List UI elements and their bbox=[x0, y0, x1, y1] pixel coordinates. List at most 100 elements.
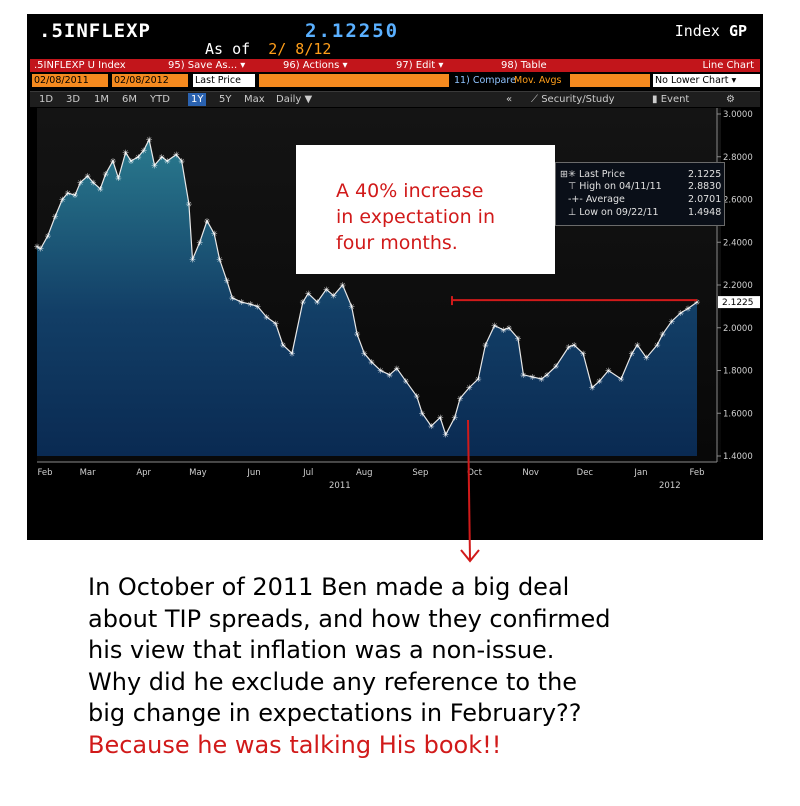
data-point: ✳ bbox=[37, 245, 44, 254]
frequency-select[interactable]: Daily ▼ bbox=[276, 94, 313, 105]
data-point: ✳ bbox=[59, 196, 66, 205]
legend-low-value: 1.4948 bbox=[688, 207, 722, 218]
actions-button[interactable]: 96) Actions ▾ bbox=[283, 60, 348, 71]
data-point: ✳ bbox=[211, 230, 218, 239]
x-tick-label: Nov bbox=[522, 468, 539, 478]
legend-last-value: 2.1225 bbox=[688, 169, 722, 180]
data-point: ✳ bbox=[589, 384, 596, 393]
period-1y[interactable]: 1Y bbox=[188, 93, 207, 106]
x-tick-label: Sep bbox=[412, 468, 428, 478]
data-point: ✳ bbox=[280, 341, 287, 350]
compare-button[interactable]: 11) Compare bbox=[454, 75, 516, 86]
period-max[interactable]: Max bbox=[244, 94, 265, 105]
data-point: ✳ bbox=[90, 178, 97, 187]
x-tick-label: Oct bbox=[467, 468, 482, 478]
x-axis-band bbox=[27, 462, 763, 488]
security-field[interactable]: .5INFLEXP U Index bbox=[34, 59, 132, 72]
data-point: ✳ bbox=[605, 367, 612, 376]
data-point: ✳ bbox=[178, 157, 185, 166]
data-point: ✳ bbox=[451, 414, 458, 423]
y-tick-label: 1.6000 bbox=[723, 409, 753, 419]
data-point: ✳ bbox=[196, 238, 203, 247]
security-study-button[interactable]: ⟋ Security/Study bbox=[531, 94, 615, 105]
x-tick-label: Jun bbox=[246, 468, 260, 478]
data-point: ✳ bbox=[97, 185, 104, 194]
y-tick-label: 2.4000 bbox=[723, 238, 753, 248]
legend-low-label: ⊥ Low on 09/22/11 bbox=[568, 207, 659, 218]
data-point: ✳ bbox=[44, 232, 51, 241]
period-1d[interactable]: 1D bbox=[39, 94, 54, 105]
save-as-button[interactable]: 95) Save As... ▾ bbox=[168, 60, 246, 71]
last-price-marker-label: 2.1225 bbox=[722, 298, 754, 308]
data-point: ✳ bbox=[475, 375, 482, 384]
data-point: ✳ bbox=[263, 313, 270, 322]
data-point: ✳ bbox=[224, 277, 231, 286]
data-point: ✳ bbox=[437, 414, 444, 423]
last-price: 2.12250 bbox=[305, 20, 400, 42]
chart-type-button[interactable]: Line Chart bbox=[702, 60, 755, 71]
commentary-line-2: about TIP spreads, and how they confirme… bbox=[88, 604, 611, 633]
index-label: Index GP bbox=[674, 22, 747, 40]
lower-chart-select[interactable]: No Lower Chart ▾ bbox=[653, 74, 760, 87]
x-tick-label: Apr bbox=[136, 468, 151, 478]
x-tick-label: Dec bbox=[577, 468, 594, 478]
annotation-text: A 40% increase in expectation in four mo… bbox=[336, 180, 496, 254]
data-point: ✳ bbox=[596, 377, 603, 386]
data-point: ✳ bbox=[500, 326, 507, 335]
mov-avgs-button[interactable]: Mov. Avgs bbox=[514, 75, 562, 86]
data-point: ✳ bbox=[618, 375, 625, 384]
gear-icon[interactable]: ⚙ bbox=[726, 94, 735, 105]
data-point: ✳ bbox=[146, 136, 153, 145]
data-point: ✳ bbox=[668, 317, 675, 326]
data-point: ✳ bbox=[305, 290, 312, 299]
period-3d[interactable]: 3D bbox=[66, 94, 81, 105]
data-point: ✳ bbox=[571, 341, 578, 350]
data-point: ✳ bbox=[368, 358, 375, 367]
data-point: ✳ bbox=[393, 364, 400, 373]
data-point: ✳ bbox=[115, 174, 122, 183]
data-point: ✳ bbox=[361, 349, 368, 358]
data-point: ✳ bbox=[64, 189, 71, 198]
data-point: ✳ bbox=[515, 334, 522, 343]
data-point: ✳ bbox=[52, 213, 59, 222]
data-point: ✳ bbox=[164, 157, 171, 166]
period-ytd[interactable]: YTD bbox=[150, 94, 170, 105]
chart-legend: ⊞✳ Last Price 2.1225 ⊤ High on 04/11/11 … bbox=[555, 162, 725, 226]
data-point: ✳ bbox=[694, 298, 701, 307]
period-6m[interactable]: 6M bbox=[122, 94, 137, 105]
price-type-field[interactable]: Last Price bbox=[193, 74, 255, 87]
as-of-date: As of 2/ 8/12 bbox=[205, 40, 332, 58]
commentary-text: In October of 2011 Ben made a big deal a… bbox=[88, 572, 788, 761]
data-point: ✳ bbox=[685, 305, 692, 314]
data-point: ✳ bbox=[339, 281, 346, 290]
settings-bar: 02/08/2011 02/08/2012 Last Price 11) Com… bbox=[30, 74, 760, 88]
y-tick-label: 3.0000 bbox=[723, 110, 753, 120]
data-point: ✳ bbox=[229, 294, 236, 303]
legend-last-label: ⊞✳ Last Price bbox=[560, 169, 625, 180]
data-point: ✳ bbox=[544, 371, 551, 380]
legend-high-label: ⊤ High on 04/11/11 bbox=[568, 181, 662, 192]
start-date-field[interactable]: 02/08/2011 bbox=[32, 74, 108, 87]
mov-avgs-field bbox=[570, 74, 650, 87]
commentary-line-6: Because he was talking His book!! bbox=[88, 730, 502, 759]
data-point: ✳ bbox=[428, 422, 435, 431]
data-point: ✳ bbox=[314, 298, 321, 307]
data-point: ✳ bbox=[122, 148, 129, 157]
period-5y[interactable]: 5Y bbox=[219, 94, 232, 105]
event-button[interactable]: ▮ Event bbox=[652, 94, 690, 105]
data-point: ✳ bbox=[216, 255, 223, 264]
y-tick-label: 2.6000 bbox=[723, 196, 753, 206]
data-point: ✳ bbox=[580, 349, 587, 358]
data-point: ✳ bbox=[110, 157, 117, 166]
table-button[interactable]: 98) Table bbox=[501, 60, 547, 71]
data-point: ✳ bbox=[659, 330, 666, 339]
x-tick-label: Mar bbox=[80, 468, 97, 478]
scroll-left-icon[interactable]: « bbox=[506, 94, 513, 105]
data-point: ✳ bbox=[506, 324, 513, 333]
period-1m[interactable]: 1M bbox=[94, 94, 109, 105]
data-point: ✳ bbox=[173, 151, 180, 160]
end-date-field[interactable]: 02/08/2012 bbox=[112, 74, 188, 87]
data-point: ✳ bbox=[135, 153, 142, 162]
edit-button[interactable]: 97) Edit ▾ bbox=[396, 60, 444, 71]
